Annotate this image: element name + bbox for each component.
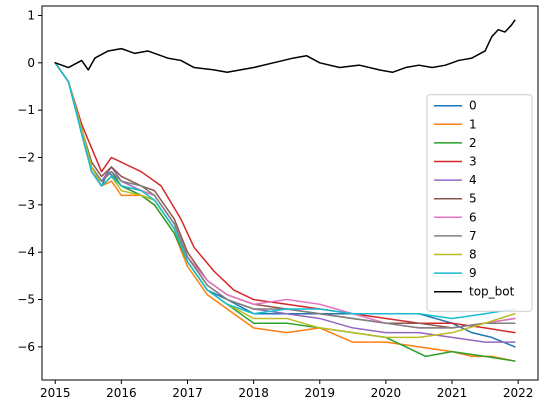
x-tick-label: 2019 <box>304 386 335 400</box>
legend-label: 3 <box>469 155 477 169</box>
x-tick-label: 2015 <box>40 386 71 400</box>
legend-label: 5 <box>469 192 477 206</box>
legend-label: 6 <box>469 210 477 224</box>
x-tick-label: 2017 <box>172 386 203 400</box>
y-tick-label: −3 <box>17 198 35 212</box>
legend: 0 1 2 3 4 5 6 7 8 9 top_bot <box>427 95 532 312</box>
x-tick-label: 2020 <box>371 386 402 400</box>
y-tick-label: −1 <box>17 103 35 117</box>
y-tick-label: −6 <box>17 340 35 354</box>
legend-label: 2 <box>469 136 477 150</box>
x-tick-label: 2022 <box>503 386 534 400</box>
x-tick-label: 2021 <box>437 386 468 400</box>
legend-box <box>427 95 532 312</box>
y-tick-label: −4 <box>17 245 35 259</box>
legend-label: 8 <box>469 248 477 262</box>
legend-label: 9 <box>469 266 477 280</box>
legend-label: 4 <box>469 173 477 187</box>
y-tick-label: 0 <box>27 56 35 70</box>
y-tick-label: −2 <box>17 150 35 164</box>
x-tick-label: 2016 <box>106 386 137 400</box>
y-tick-label: 1 <box>27 8 35 22</box>
x-tick-label: 2018 <box>238 386 269 400</box>
legend-label: 1 <box>469 117 477 131</box>
legend-label: top_bot <box>469 285 515 299</box>
legend-label: 0 <box>469 99 477 113</box>
y-tick-label: −5 <box>17 293 35 307</box>
legend-label: 7 <box>469 229 477 243</box>
